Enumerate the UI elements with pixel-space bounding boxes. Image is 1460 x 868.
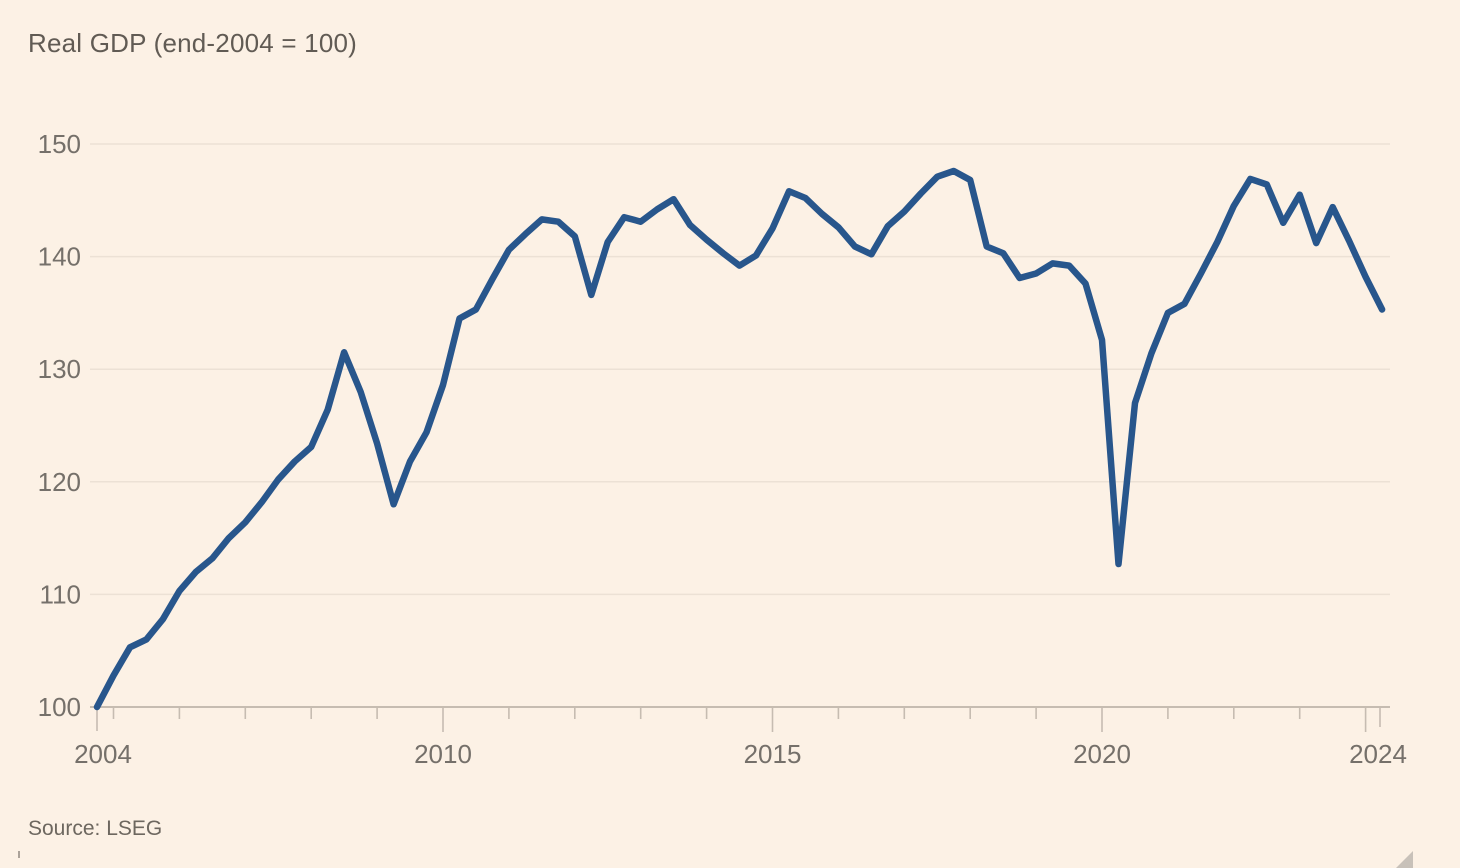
- x-tick-label-2010: 2010: [414, 739, 472, 769]
- y-tick-label-120: 120: [38, 467, 81, 497]
- x-tick-label-2024: 2024: [1349, 739, 1407, 769]
- y-tick-label-140: 140: [38, 242, 81, 272]
- chart-title: Real GDP (end-2004 = 100): [28, 28, 357, 58]
- y-tick-label-100: 100: [38, 692, 81, 722]
- x-tick-label-2020: 2020: [1073, 739, 1131, 769]
- gdp-line: [93, 167, 1386, 711]
- y-tick-label-130: 130: [38, 354, 81, 384]
- x-tick-label-2004: 2004: [74, 739, 132, 769]
- axis-artifact-tick: [18, 851, 20, 858]
- x-tick-label-2015: 2015: [744, 739, 802, 769]
- resize-handle-icon[interactable]: [1396, 851, 1413, 868]
- source-label: Source: LSEG: [28, 817, 163, 840]
- y-tick-label-110: 110: [40, 579, 81, 609]
- y-tick-label-150: 150: [38, 129, 81, 159]
